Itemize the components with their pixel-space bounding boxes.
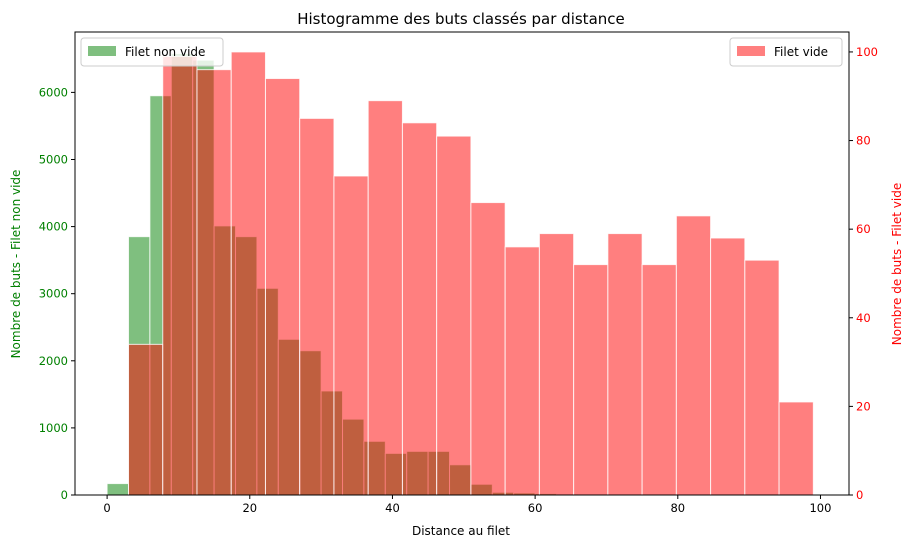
legend-swatch-filet-vide [737,46,765,56]
x-tick-label: 100 [809,501,831,515]
right-y-tick-label: 20 [856,399,871,413]
bar-filet-vide [128,343,164,496]
left-y-tick-label: 2000 [39,354,68,368]
bar-filet-vide [333,175,369,496]
bar-filet-vide [299,117,335,496]
left-y-tick-label: 0 [61,488,68,502]
x-tick-label: 60 [528,501,543,515]
right-y-tick-label: 100 [856,45,878,59]
legend-filet-non-vide: Filet non vide [80,37,224,67]
bar-filet-vide [367,100,403,496]
bar-filet-vide [196,69,232,496]
bar-filet-vide [470,202,506,496]
x-tick-label: 80 [670,501,685,515]
bar-filet-vide [675,215,712,496]
bar-filet-vide [744,259,780,496]
legend-swatch-filet-non-vide [88,46,116,56]
bar-filet-vide [538,233,575,496]
left-y-axis-label: Nombre de buts - Filet non vide [9,170,23,359]
right-y-axis-label: Nombre de buts - Filet vide [890,183,904,345]
bar-filet-vide [710,237,746,496]
bar-filet-vide [607,233,643,496]
plot-frame [74,31,850,496]
left-y-tick-label: 4000 [39,220,68,234]
right-y-tick-label: 80 [856,134,871,148]
bar-filet-vide [436,135,472,496]
x-tick-label: 20 [242,501,257,515]
x-axis: 0 20 40 60 80 100 [103,495,831,515]
chart-title: Histogramme des buts classés par distanc… [297,10,625,28]
left-y-tick-label: 1000 [39,421,68,435]
x-tick-label: 40 [385,501,400,515]
legend-filet-vide: Filet vide [729,37,843,67]
bar-filet-non-vide [106,483,130,496]
right-y-tick-label: 0 [856,488,863,502]
legend-label-filet-vide: Filet vide [774,45,828,59]
x-tick-label: 0 [103,501,110,515]
bar-filet-vide [401,122,438,496]
right-y-tick-label: 60 [856,222,871,236]
bar-filet-vide [504,246,540,496]
bar-filet-vide [162,55,198,496]
left-y-tick-label: 3000 [39,287,68,301]
bar-filet-vide [573,264,609,496]
x-axis-label: Distance au filet [412,524,510,538]
bar-filet-vide [641,264,677,496]
bar-filet-vide [778,401,814,496]
bar-filet-vide [230,51,266,496]
left-y-tick-label: 6000 [39,85,68,99]
legend-label-filet-non-vide: Filet non vide [125,45,205,59]
left-y-axis: 0 1000 2000 3000 4000 5000 6000 [39,85,75,502]
right-y-axis: 0 20 40 60 80 100 [849,45,878,502]
plot-area [74,31,850,496]
bar-filet-vide [264,78,301,496]
left-y-tick-label: 5000 [39,152,68,166]
right-y-tick-label: 40 [856,311,871,325]
